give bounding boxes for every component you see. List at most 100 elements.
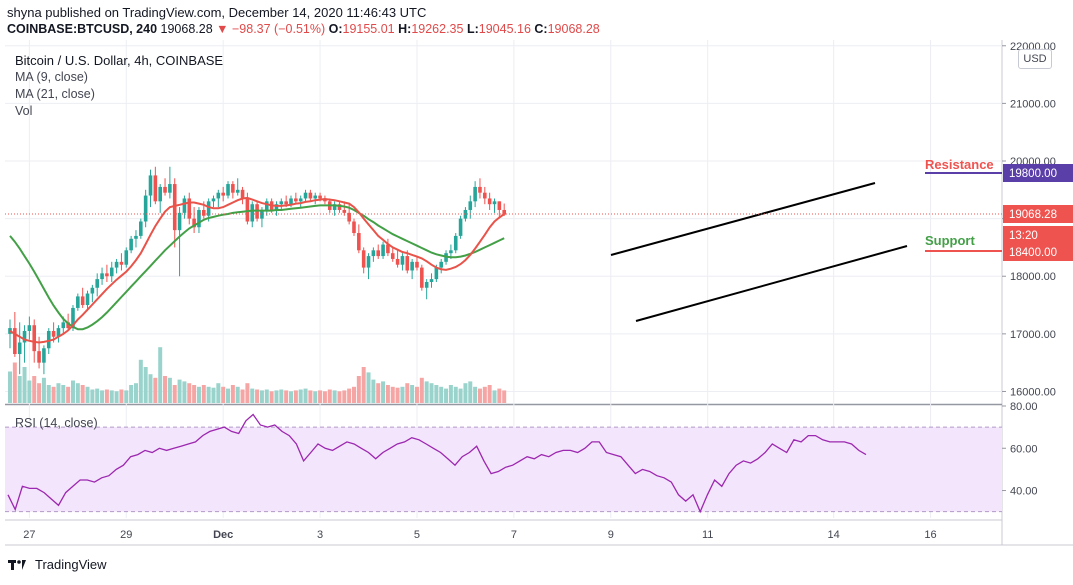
candle-body — [381, 244, 385, 257]
candle-body — [192, 218, 196, 228]
candle-body — [80, 296, 85, 306]
volume-bar — [473, 386, 478, 403]
volume-bar — [492, 390, 497, 403]
footer-brand-label: TradingView — [35, 557, 107, 572]
close-label: C: — [534, 22, 548, 36]
open-label: O: — [328, 22, 343, 36]
candle-body — [119, 261, 124, 265]
volume-bar — [405, 383, 410, 403]
price-tick-label: 21000.00 — [1010, 98, 1056, 110]
countdown-badge-bg — [1003, 226, 1073, 244]
volume-bar — [216, 383, 221, 403]
volume-bar — [138, 359, 143, 403]
candle-body — [308, 192, 313, 199]
time-tick-label: 16 — [924, 529, 936, 541]
volume-bar — [381, 381, 386, 403]
volume-bar — [308, 390, 313, 403]
volume-bar — [114, 391, 119, 403]
volume-bar — [444, 388, 449, 403]
candle-body — [395, 258, 400, 265]
price-tick-label: 17000.00 — [1010, 329, 1056, 341]
candle-body — [163, 186, 167, 193]
candle-body — [458, 218, 463, 236]
volume-bar — [8, 371, 12, 403]
volume-bar — [226, 388, 231, 403]
footer-brand[interactable]: TradingView — [8, 557, 107, 572]
candle-body — [124, 250, 129, 265]
volume-bar — [337, 391, 342, 403]
volume-bar — [100, 390, 105, 403]
volume-bar — [376, 383, 381, 403]
candle-body — [235, 189, 240, 193]
candle-body — [468, 201, 473, 210]
volume-bar — [158, 347, 163, 403]
volume-bar — [274, 390, 279, 403]
close-value: 19068.28 — [547, 22, 600, 36]
volume-bar — [419, 377, 424, 403]
candle-body — [245, 198, 250, 222]
price-change: −98.37 (−0.51%) — [232, 22, 326, 36]
candle-body — [143, 195, 148, 222]
volume-bar — [298, 389, 303, 403]
volume-bar — [90, 389, 95, 403]
candle-body — [473, 186, 477, 202]
legend-ma21: MA (21, close) — [15, 87, 95, 101]
volume-bar — [477, 388, 482, 403]
time-tick-label: 7 — [511, 529, 517, 541]
candle-body — [439, 261, 444, 268]
candle-body — [221, 192, 225, 196]
candle-body — [434, 267, 439, 280]
currency-button[interactable]: USD — [1018, 49, 1052, 69]
volume-bar — [211, 387, 216, 403]
volume-bar — [429, 383, 434, 403]
candle-body — [202, 209, 206, 216]
legend-volume: Vol — [15, 104, 33, 118]
volume-bar — [235, 386, 240, 403]
time-tick-label: 9 — [608, 529, 614, 541]
price-tick-label: 18000.00 — [1010, 271, 1056, 283]
candle-body — [187, 198, 192, 219]
candle-body — [366, 256, 371, 268]
volume-bar — [289, 391, 294, 403]
candle-body — [85, 293, 90, 306]
support-price-badge: 18400.00 — [1009, 247, 1057, 259]
high-value: 19262.35 — [411, 22, 464, 36]
volume-bar — [502, 390, 507, 403]
low-label: L: — [466, 22, 479, 36]
volume-bar — [497, 388, 502, 403]
volume-bar — [61, 385, 66, 403]
time-tick-label: 29 — [120, 529, 132, 541]
support-price-badge-bg — [1003, 243, 1073, 261]
price-pane — [5, 40, 1002, 403]
volume-bar — [196, 386, 201, 403]
volume-bar — [245, 383, 250, 403]
volume-bar — [453, 386, 458, 403]
candle-body — [250, 204, 255, 222]
volume-bar — [463, 383, 468, 403]
candle-body — [95, 279, 100, 288]
high-label: H: — [398, 22, 412, 36]
candle-body — [27, 325, 32, 331]
volume-bar — [400, 386, 405, 403]
candle-body — [105, 273, 109, 277]
candle-body — [211, 198, 216, 202]
volume-bar — [129, 385, 134, 403]
candle-body — [424, 282, 429, 288]
volume-bar — [361, 367, 366, 403]
volume-bar — [172, 385, 177, 403]
candle-body — [76, 296, 80, 308]
volume-bar — [366, 372, 371, 403]
candle-body — [168, 184, 172, 193]
volume-bar — [322, 391, 327, 403]
volume-bar — [46, 385, 51, 403]
rsi-tick-label: 40.00 — [1010, 486, 1038, 498]
volume-bar — [22, 367, 27, 403]
ma21-line — [9, 204, 505, 331]
candle-body — [153, 175, 158, 202]
volume-bar — [439, 386, 444, 403]
candle-body — [71, 307, 75, 329]
candle-body — [56, 328, 61, 337]
last-price-badge-bg — [1003, 205, 1073, 223]
volume-bar — [148, 374, 153, 403]
